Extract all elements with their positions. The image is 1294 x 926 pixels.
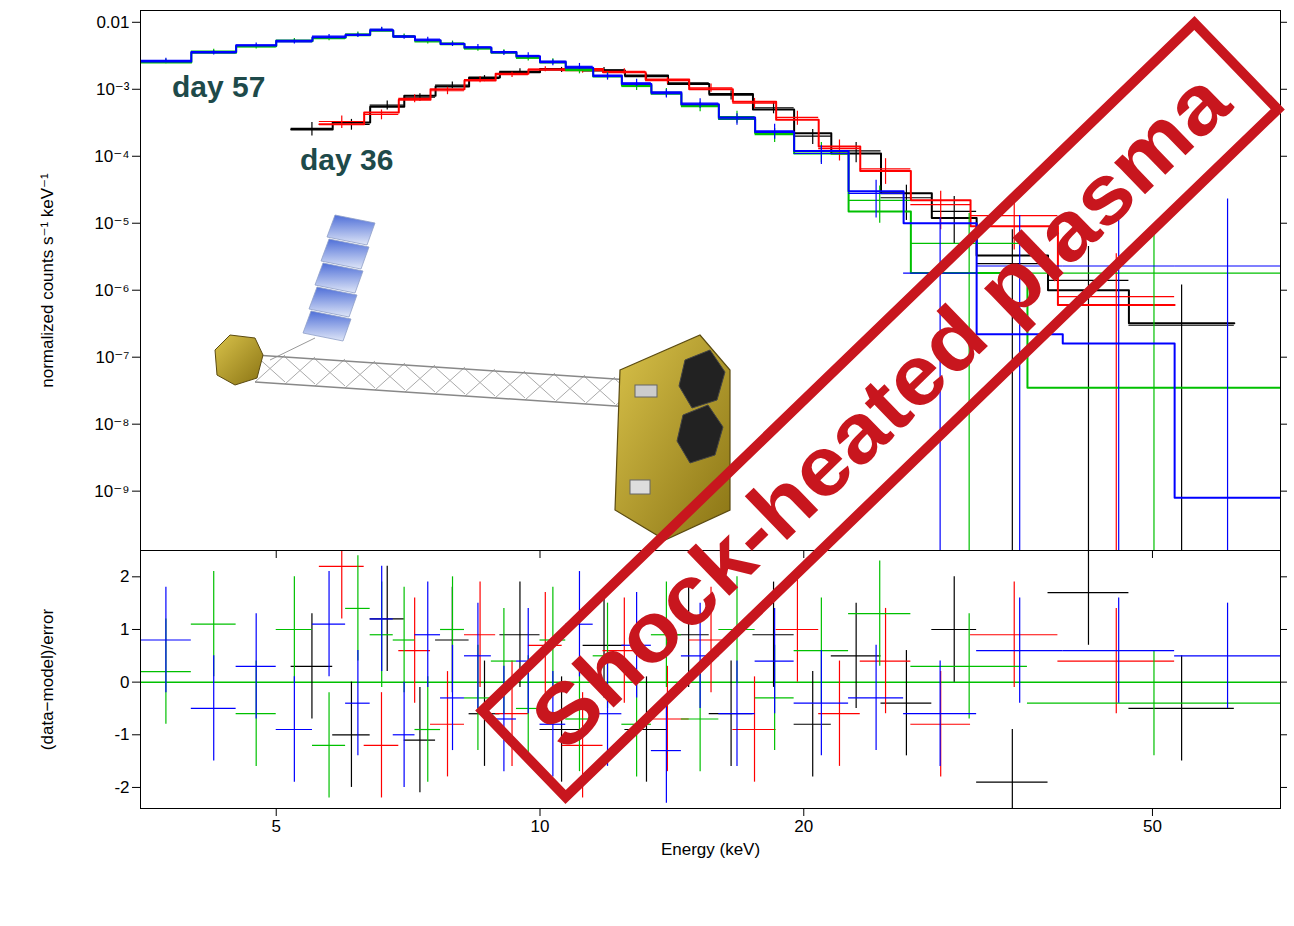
svg-text:-2: -2 bbox=[114, 778, 129, 797]
svg-text:0.01: 0.01 bbox=[96, 13, 129, 32]
svg-text:Shock-heated plasma: Shock-heated plasma bbox=[513, 52, 1248, 767]
svg-text:normalized counts s⁻¹ keV⁻¹: normalized counts s⁻¹ keV⁻¹ bbox=[38, 173, 57, 388]
html-text:day 36: day 36 bbox=[300, 143, 394, 176]
svg-text:10⁻³: 10⁻³ bbox=[96, 80, 130, 99]
svg-text:-1: -1 bbox=[114, 725, 129, 744]
svg-text:10⁻⁸: 10⁻⁸ bbox=[94, 415, 129, 434]
svg-text:10⁻⁹: 10⁻⁹ bbox=[94, 482, 129, 501]
svg-text:5: 5 bbox=[271, 817, 280, 836]
svg-text:10⁻⁴: 10⁻⁴ bbox=[94, 147, 129, 166]
svg-text:10: 10 bbox=[531, 817, 550, 836]
svg-text:50: 50 bbox=[1143, 817, 1162, 836]
svg-text:10⁻⁷: 10⁻⁷ bbox=[95, 348, 129, 367]
svg-text:10⁻⁵: 10⁻⁵ bbox=[95, 214, 130, 233]
svg-text:2: 2 bbox=[120, 567, 129, 586]
svg-text:1: 1 bbox=[120, 620, 129, 639]
html-text:day 57: day 57 bbox=[172, 70, 266, 103]
svg-text:20: 20 bbox=[794, 817, 813, 836]
svg-text:0: 0 bbox=[120, 673, 129, 692]
svg-text:Energy (keV): Energy (keV) bbox=[661, 840, 760, 859]
svg-text:(data−model)/error: (data−model)/error bbox=[38, 609, 57, 751]
svg-text:10⁻⁶: 10⁻⁶ bbox=[95, 281, 130, 300]
